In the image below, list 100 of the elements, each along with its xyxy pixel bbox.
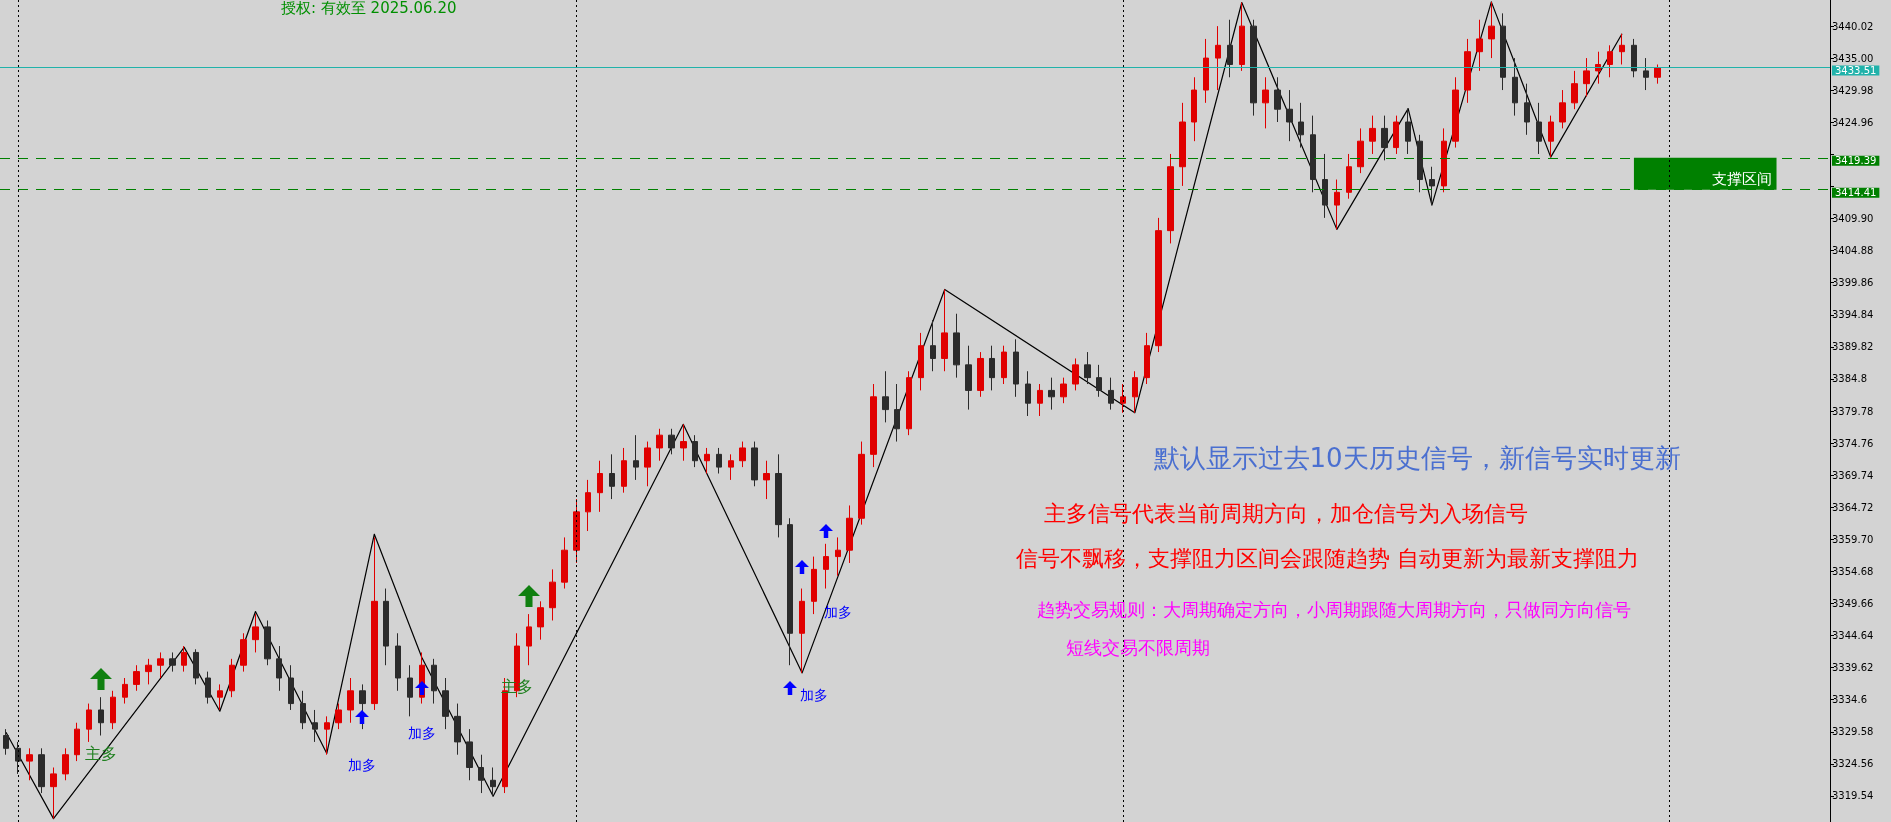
candlestick: [324, 715, 330, 756]
candlestick: [26, 747, 33, 781]
candlestick: [478, 754, 484, 794]
y-tick-label: 3394.84: [1832, 309, 1874, 321]
candlestick: [941, 288, 948, 372]
candlestick: [1144, 332, 1150, 385]
candlestick: [383, 588, 389, 666]
y-tick-label: 3359.70: [1832, 533, 1874, 545]
y-tick-label: 3399.86: [1832, 277, 1874, 289]
candlestick: [229, 658, 235, 698]
candlestick: [1619, 33, 1625, 65]
candlestick: [1215, 25, 1221, 91]
candlestick: [1001, 345, 1007, 385]
candlestick: [1286, 89, 1293, 142]
candlestick: [1239, 1, 1245, 72]
candlestick: [110, 690, 116, 730]
y-tick-label: 3424.96: [1832, 116, 1874, 128]
candlestick: [1322, 153, 1328, 219]
candlestick: [811, 556, 817, 615]
annotation: 主多信号代表当前周期方向，加仓信号为入场信号: [1044, 501, 1528, 527]
candlestick: [1536, 102, 1542, 155]
annotation: 默认显示过去10天历史信号，新信号实时更新: [1153, 443, 1681, 473]
candlestick: [835, 536, 841, 577]
y-tick-label: 3354.68: [1832, 565, 1874, 577]
candlestick: [668, 428, 675, 455]
candlestick: [1476, 19, 1483, 72]
candlestick: [823, 543, 829, 590]
candlestick: [395, 632, 401, 692]
candlestick: [1607, 44, 1613, 78]
candlestick: [1452, 76, 1459, 149]
candlestick: [799, 588, 805, 674]
candlestick: [1334, 179, 1340, 230]
candlestick: [1643, 57, 1649, 91]
candlestick: [276, 645, 282, 692]
candlestick: [573, 498, 580, 564]
candlestick: [1013, 338, 1019, 398]
candlestick: [1559, 89, 1566, 129]
y-tick-label: 3364.72: [1832, 501, 1874, 513]
candlestick: [240, 632, 247, 673]
candlestick: [431, 658, 437, 705]
y-tick-label: 3429.98: [1832, 84, 1874, 96]
y-tick-label: 3329.58: [1832, 726, 1874, 738]
candlestick: [1381, 115, 1388, 161]
candlestick: [169, 651, 176, 673]
candlestick: [704, 447, 710, 474]
candlestick: [1524, 83, 1530, 136]
candlestick: [157, 651, 164, 679]
candlestick: [1464, 38, 1471, 104]
candlestick: [1096, 364, 1102, 398]
band-label: 支撑区间: [1711, 170, 1772, 189]
annotation: 加多: [823, 603, 852, 620]
candlestick: [98, 696, 104, 737]
candlestick: [1179, 102, 1186, 187]
candlestick: [763, 460, 770, 500]
candlestick: [1155, 217, 1162, 353]
candlestick: [335, 703, 342, 730]
candlestick: [1025, 370, 1031, 417]
candlestick: [252, 613, 259, 653]
annotation: 趋势交易规则：大周期确定方向，小周期跟随大周期方向，只做同方向信号: [1037, 599, 1631, 620]
candlestick: [264, 619, 271, 666]
candlestick: [1060, 377, 1067, 404]
candlestick: [122, 677, 128, 705]
candlestick: [918, 332, 924, 391]
candlestick: [989, 345, 995, 391]
candlestick: [1250, 19, 1257, 117]
candlestick: [644, 441, 651, 487]
candlestick: [609, 453, 615, 500]
candlestick: [300, 690, 306, 730]
annotation: 加多: [348, 756, 377, 774]
candlestick: [1274, 76, 1281, 123]
candlestick: [1072, 357, 1079, 391]
candlestick: [1084, 351, 1091, 385]
candlestick: [549, 568, 556, 621]
candlestick: [1512, 57, 1518, 117]
candlestick: [656, 428, 663, 462]
candlestick: [312, 709, 318, 743]
candlestick: [288, 664, 294, 711]
candlestick: [1037, 383, 1043, 417]
candlestick: [1203, 38, 1209, 104]
candlestick: [1654, 63, 1661, 85]
y-tick-label: 3349.66: [1832, 597, 1874, 609]
ref-line-label: 3414.41: [1835, 187, 1877, 199]
candlestick: [585, 479, 591, 532]
candlestick: [894, 383, 900, 443]
candlestick: [442, 677, 449, 730]
candlestick: [775, 453, 782, 538]
candlestick: [633, 434, 639, 481]
candlestick: [1120, 383, 1126, 414]
candlestick: [1488, 1, 1495, 59]
candlestick: [526, 613, 532, 666]
candlestick: [787, 517, 793, 666]
y-tick-label: 3334.6: [1832, 694, 1867, 706]
candlestick: [15, 741, 21, 775]
candlestick: [953, 313, 960, 379]
ref-line-label: 3419.39: [1835, 155, 1877, 167]
y-tick-label: 3379.78: [1832, 405, 1874, 417]
annotation: 主多: [85, 744, 117, 764]
ref-line-label: 3433.51: [1835, 65, 1877, 77]
candlestick: [217, 683, 223, 711]
candlestick: [1393, 115, 1399, 155]
